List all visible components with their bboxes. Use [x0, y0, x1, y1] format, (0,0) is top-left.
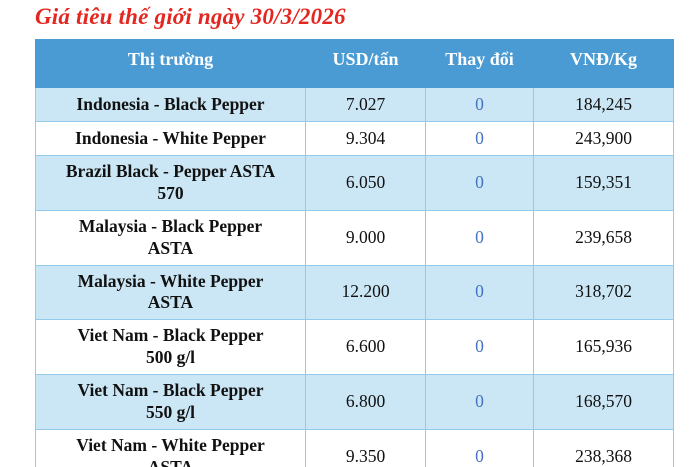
usd-cell: 6.050: [305, 155, 426, 211]
market-cell: Viet Nam - White Pepper ASTA: [35, 428, 306, 467]
column-header-market: Thị trường: [35, 39, 306, 88]
market-cell: Malaysia - White Pepper ASTA: [35, 264, 306, 321]
table-row: Malaysia - Black Pepper ASTA 9.000 0 239,65…: [35, 209, 674, 266]
market-cell: Indonesia - White Pepper: [35, 121, 306, 156]
pepper-price-table: Thị trường USD/tấn Thay đổi VNĐ/Kg Indon…: [35, 39, 674, 467]
table-row: Malaysia - White Pepper ASTA 12.200 0 318,7…: [35, 264, 674, 321]
table-row: Viet Nam - Black Pepper 500 g/l 6.600 0 165…: [35, 319, 674, 375]
change-cell: 0: [425, 428, 534, 467]
vnd-cell: 243,900: [533, 121, 674, 156]
usd-cell: 9.000: [305, 209, 426, 266]
change-cell: 0: [425, 374, 534, 430]
table-row: Brazil Black - Pepper ASTA 570 6.050 0 159,…: [35, 155, 674, 211]
usd-cell: 12.200: [305, 264, 426, 321]
table-header: Thị trường USD/tấn Thay đổi VNĐ/Kg: [35, 39, 674, 88]
vnd-cell: 239,658: [533, 209, 674, 266]
usd-cell: 6.800: [305, 374, 426, 430]
change-cell: 0: [425, 155, 534, 211]
table-row: Indonesia - White Pepper 9.304 0 243,900: [35, 121, 674, 156]
table-row: Viet Nam - White Pepper ASTA 9.350 0 238,36…: [35, 428, 674, 467]
change-cell: 0: [425, 209, 534, 266]
vnd-cell: 165,936: [533, 319, 674, 375]
usd-cell: 9.350: [305, 428, 426, 467]
change-cell: 0: [425, 264, 534, 321]
usd-cell: 6.600: [305, 319, 426, 375]
vnd-cell: 159,351: [533, 155, 674, 211]
usd-cell: 7.027: [305, 87, 426, 122]
vnd-cell: 238,368: [533, 428, 674, 467]
table-row: Indonesia - Black Pepper 7.027 0 184,245: [35, 87, 674, 122]
market-cell: Viet Nam - Black Pepper 500 g/l: [35, 319, 306, 375]
column-header-change: Thay đổi: [425, 39, 534, 88]
column-header-usd: USD/tấn: [305, 39, 426, 88]
vnd-cell: 318,702: [533, 264, 674, 321]
market-cell: Viet Nam - Black Pepper 550 g/l: [35, 374, 306, 430]
table-header-row: Thị trường USD/tấn Thay đổi VNĐ/Kg: [35, 39, 674, 88]
page: Giá tiêu thế giới ngày 30/3/2026 Thị trư…: [0, 4, 700, 467]
table-row: Viet Nam - Black Pepper 550 g/l 6.800 0 168…: [35, 374, 674, 430]
usd-cell: 9.304: [305, 121, 426, 156]
page-title: Giá tiêu thế giới ngày 30/3/2026: [35, 4, 346, 29]
table-body: Indonesia - Black Pepper 7.027 0 184,245 Ind…: [35, 87, 674, 467]
column-header-vnd: VNĐ/Kg: [533, 39, 674, 88]
change-cell: 0: [425, 319, 534, 375]
vnd-cell: 168,570: [533, 374, 674, 430]
market-cell: Brazil Black - Pepper ASTA 570: [35, 155, 306, 211]
change-cell: 0: [425, 87, 534, 122]
change-cell: 0: [425, 121, 534, 156]
market-cell: Malaysia - Black Pepper ASTA: [35, 209, 306, 266]
market-cell: Indonesia - Black Pepper: [35, 87, 306, 122]
vnd-cell: 184,245: [533, 87, 674, 122]
